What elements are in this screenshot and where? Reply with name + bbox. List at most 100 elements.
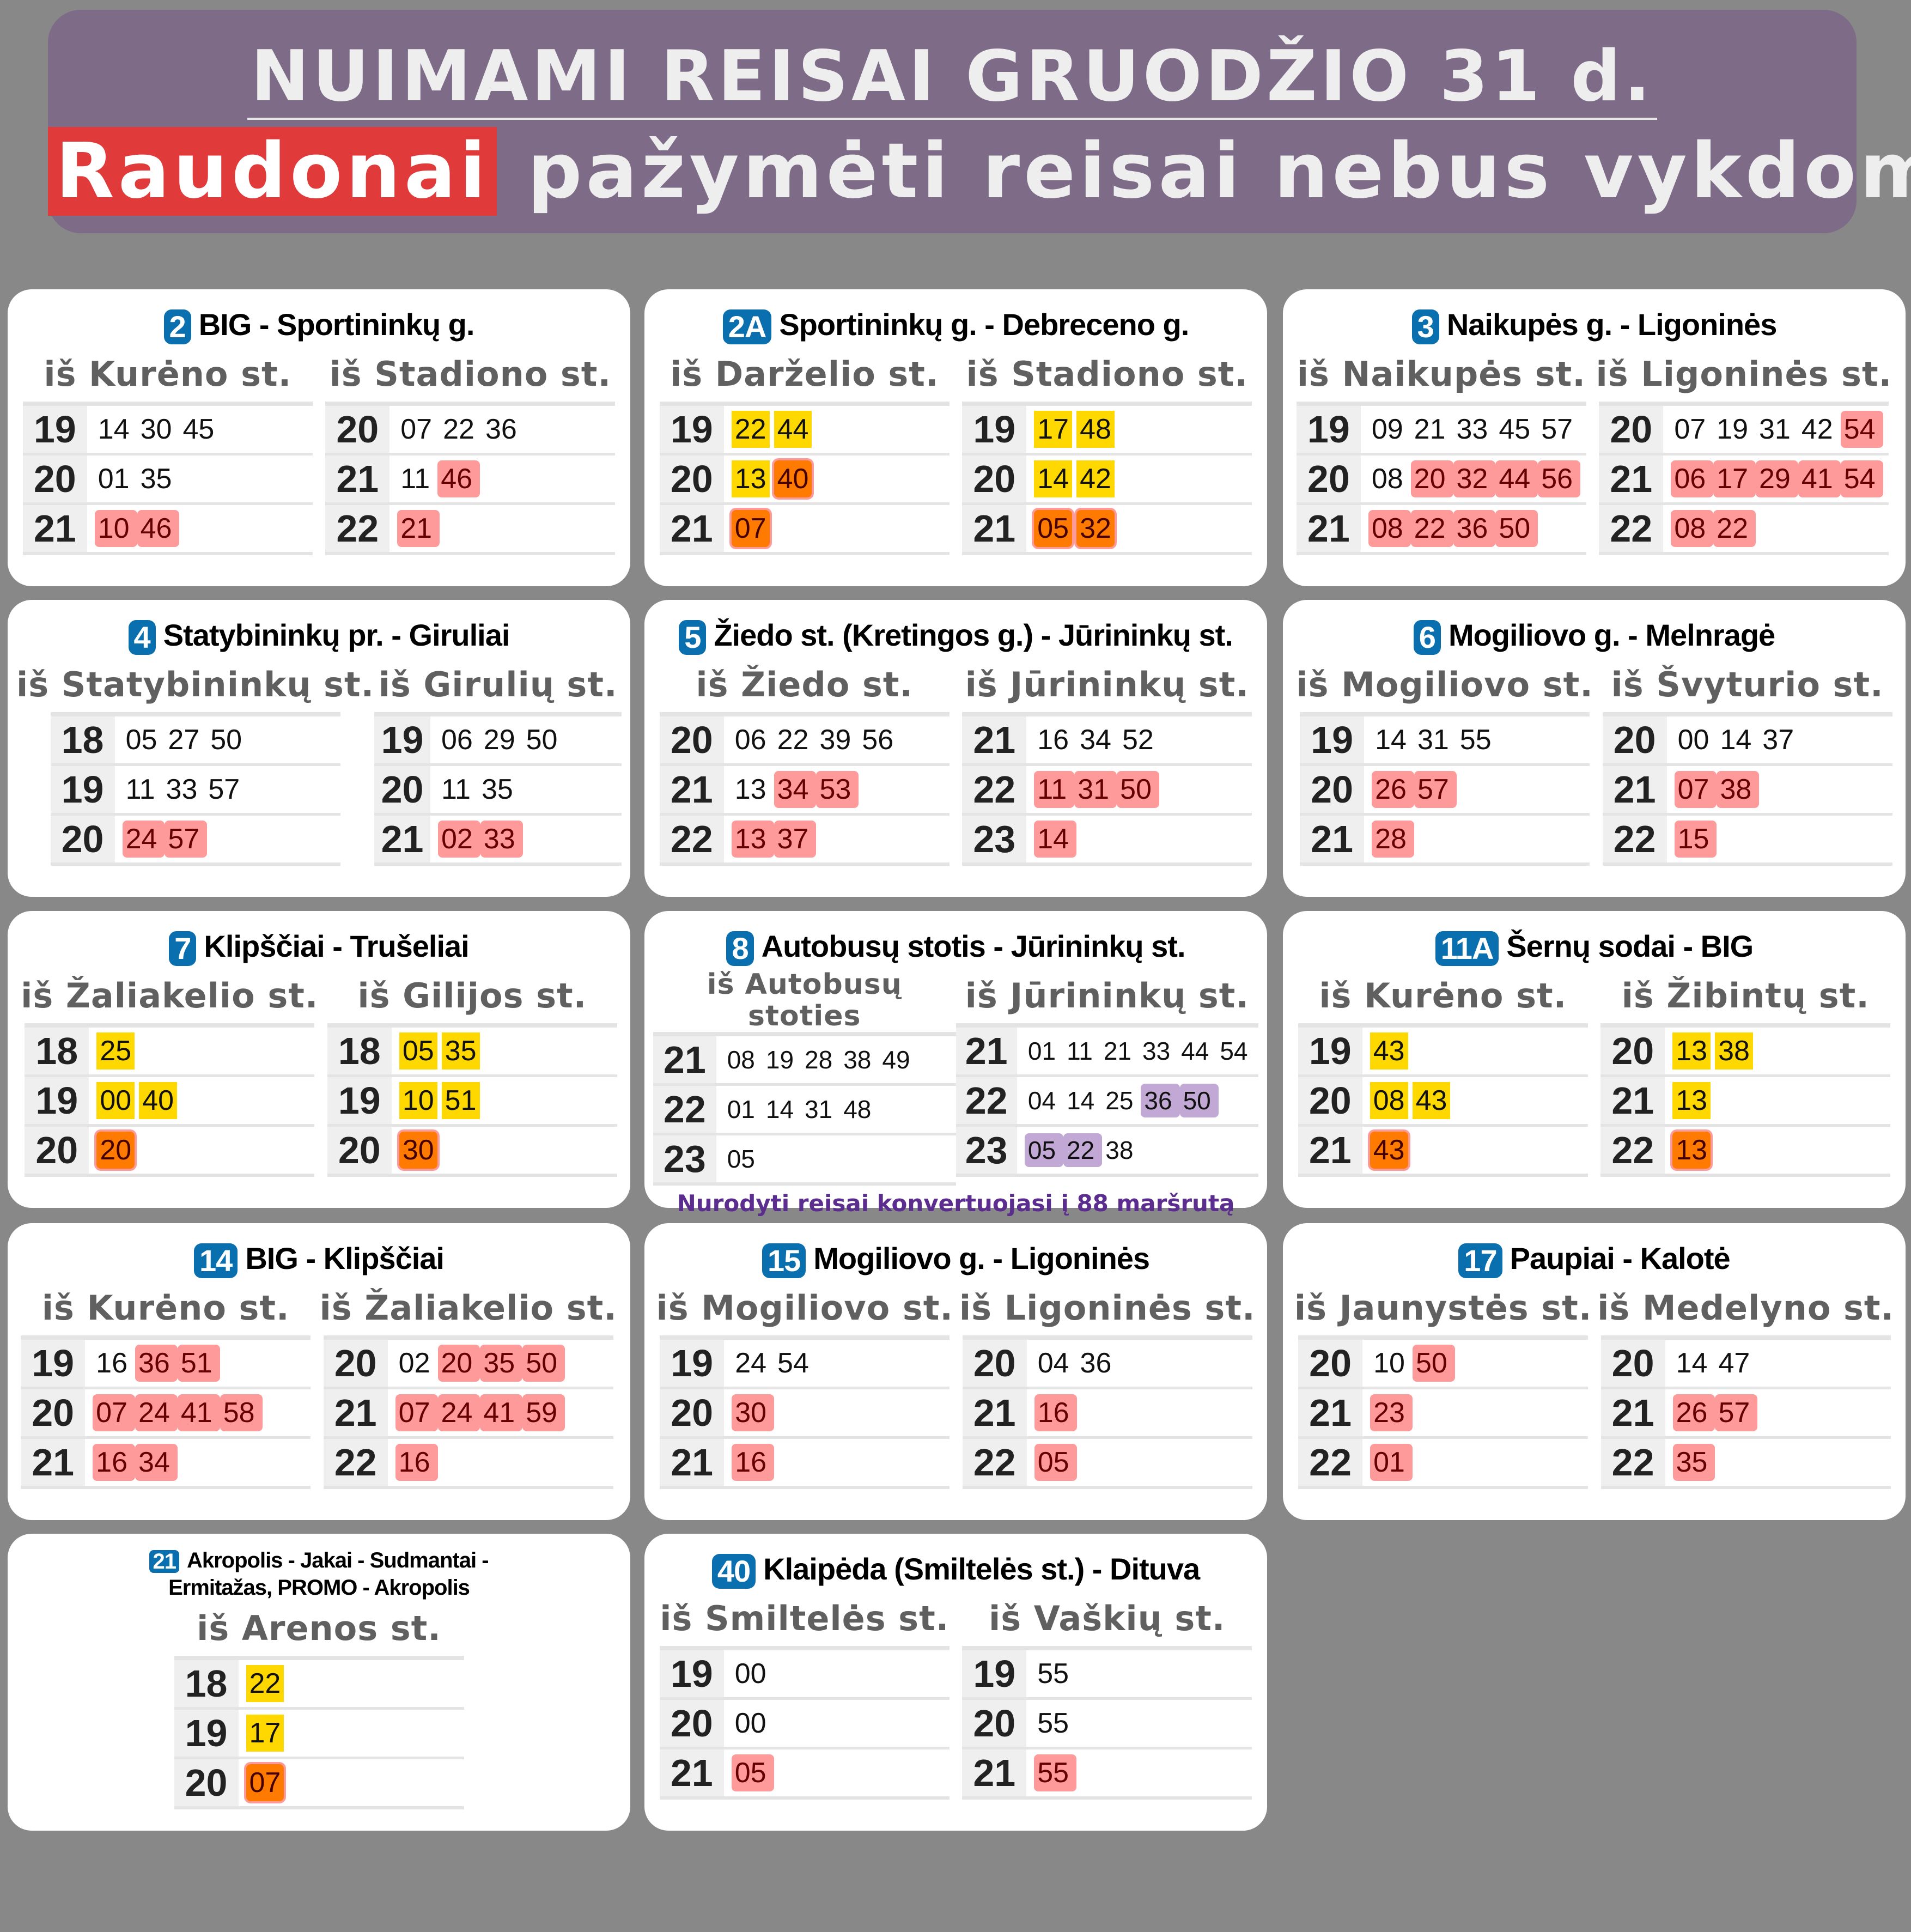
hour-cell: 19: [962, 1648, 1027, 1700]
hour-cell: 23: [653, 1134, 716, 1186]
departure-minute: 14: [1375, 724, 1407, 756]
hour-cell: 22: [1600, 1437, 1665, 1489]
hour-cell: 20: [1602, 714, 1667, 766]
departure-minute: 28: [805, 1046, 833, 1074]
hour-cell: 20: [374, 764, 430, 816]
hour-cell: 21: [962, 714, 1027, 766]
minutes-cell: 07 22 36: [389, 404, 616, 455]
hour-cell: 20: [21, 1388, 86, 1439]
hour-cell: 21: [1300, 814, 1365, 866]
departure-minute: 16: [96, 1347, 128, 1379]
departure-minute: 25: [1105, 1086, 1134, 1115]
route-panel-4: 4 Statybininkų pr. - Giruliai iš Statybini…: [8, 600, 630, 897]
departure-minute: 14: [1720, 724, 1752, 756]
timetable: 19 14 31 55 20 26 57 21 28: [1300, 712, 1590, 866]
timetable-row: 21 05 32: [962, 503, 1252, 555]
timetable-row: 22 13: [1600, 1125, 1891, 1177]
timetable-row: 20 07 24 41 58: [21, 1388, 311, 1439]
minutes-cell: 05: [716, 1134, 956, 1186]
hour-cell: 20: [962, 1338, 1027, 1389]
hour-cell: 21: [1600, 1388, 1665, 1439]
route-panel-7: 7 Klipščiai - Trušeliai iš Žaliakelio st. 1…: [8, 911, 630, 1208]
minutes-cell: 01 35: [87, 454, 313, 505]
departure-minute: 45: [182, 414, 215, 445]
departure-minute: 13: [734, 774, 766, 805]
minutes-cell: 01: [1362, 1437, 1589, 1489]
hour-cell: 21: [323, 1388, 388, 1439]
minutes-cell: 25: [89, 1025, 315, 1077]
departure-minute: 33: [1142, 1037, 1171, 1065]
departure-minute: 09: [1371, 414, 1403, 445]
departure-minute-red: 51: [177, 1345, 220, 1382]
departure-minute-red: 29: [1756, 460, 1798, 497]
departure-minute-red: 14: [1034, 821, 1077, 858]
timetable-row: 21 05: [659, 1748, 950, 1800]
departure-minute-red: 22: [1713, 510, 1756, 547]
direction-label: iš Smiltelės st.: [660, 1599, 950, 1638]
departure-minute: 36: [1080, 1347, 1112, 1379]
timetable-row: 20 08 43: [1298, 1076, 1588, 1127]
hour-cell: 21: [659, 503, 724, 555]
timetable: 18 05 27 50 19 11 33 57 20 24 57: [50, 712, 340, 866]
hour-cell: 21: [1298, 1388, 1363, 1439]
departure-minute: 56: [862, 724, 894, 756]
route-panel-3: 3 Naikupės g. - Ligoninės iš Naikupės st. 1…: [1283, 289, 1906, 586]
departure-minute: 08: [727, 1046, 755, 1074]
departure-minute: 35: [140, 463, 172, 495]
direction-label: iš Stadiono st.: [329, 354, 611, 394]
departure-minute-red: 41: [1798, 460, 1841, 497]
minutes-cell: 17 48: [1026, 404, 1252, 455]
departure-minute: 05: [727, 1145, 755, 1173]
direction-timetable: iš Gilijos st. 18 05 35 19 10 51 20 30: [327, 969, 617, 1177]
route-name: Klaipėda (Smiltelės st.) - Dituva: [763, 1552, 1200, 1586]
direction-timetable: iš Jūrininkų st. 21 01 11 21 33 44 54 22 04 14 25 36…: [956, 969, 1258, 1186]
minutes-cell: 30: [391, 1125, 617, 1177]
departure-minute-yellow: 40: [139, 1082, 177, 1119]
timetable-row: 18 05 35: [327, 1025, 617, 1077]
minutes-cell: 14 30 45: [87, 404, 313, 455]
minutes-cell: 01 14 31 48: [716, 1084, 956, 1135]
departure-minute-red: 26: [1372, 771, 1414, 808]
departure-minute-red: 16: [1034, 1394, 1077, 1431]
minutes-cell: 43: [1362, 1125, 1588, 1177]
timetable-row: 22 35: [1600, 1437, 1891, 1489]
direction-timetable: iš Darželio st. 19 22 44 20 13 40 21 07: [659, 347, 950, 555]
direction-timetable: iš Girulių st. 19 06 29 50 20 11 35 21 02 33: [374, 658, 622, 866]
hour-cell: 22: [962, 764, 1027, 816]
departure-minute: 57: [1541, 414, 1573, 445]
timetable-row: 22 15: [1602, 814, 1892, 866]
hour-cell: 20: [1600, 1025, 1665, 1077]
directions: iš Statybininkų st. 18 05 27 50 19 11 33 57 20 24 5…: [16, 658, 622, 866]
direction-label: iš Arenos st.: [197, 1608, 441, 1648]
hour-cell: 19: [659, 1648, 724, 1700]
minutes-cell: 05 22 38: [1017, 1125, 1258, 1177]
hour-cell: 19: [660, 1338, 725, 1389]
direction-timetable: iš Stadiono st. 19 17 48 20 14 42 21 05 32: [962, 347, 1252, 555]
timetable: 19 22 44 20 13 40 21 07: [659, 402, 950, 555]
departure-minute: 04: [1027, 1086, 1056, 1115]
minutes-cell: 13 37: [723, 814, 950, 866]
timetable-row: 20 24 57: [50, 814, 340, 866]
departure-minute: 01: [1027, 1037, 1056, 1065]
minutes-cell: 24 54: [724, 1338, 950, 1389]
departure-minute: 22: [443, 414, 474, 445]
timetable-row: 20 01 35: [22, 454, 313, 505]
departure-minute: 55: [1459, 724, 1492, 756]
departure-minute: 35: [481, 774, 513, 805]
hour-cell: 21: [1599, 454, 1664, 505]
route-title: 17 Paupiai - Kalotė: [1292, 1236, 1897, 1281]
minutes-cell: 04 14 25 36 50: [1017, 1076, 1258, 1127]
header-subtitle: Raudonai pažymėti reisai nebus vykdomi: [48, 125, 1911, 218]
minutes-cell: 55: [1026, 1648, 1252, 1700]
hour-cell: 20: [659, 714, 724, 766]
timetable: 19 17 48 20 14 42 21 05 32: [962, 402, 1252, 555]
minutes-cell: 16: [724, 1437, 950, 1489]
departure-minute-red: 16: [732, 1444, 775, 1481]
minutes-cell: 08 20 32 44 56: [1360, 454, 1586, 505]
minutes-cell: 01 11 21 33 44 54: [1017, 1025, 1258, 1077]
direction-timetable: iš Mogiliovo st. 19 24 54 20 30 21 16: [656, 1281, 953, 1489]
minutes-cell: 43: [1362, 1025, 1588, 1077]
minutes-cell: 21: [389, 503, 616, 555]
direction-timetable: iš Žaliakelio st. 18 25 19 00 40 20 20: [21, 969, 318, 1177]
hour-cell: 20: [25, 1125, 89, 1177]
